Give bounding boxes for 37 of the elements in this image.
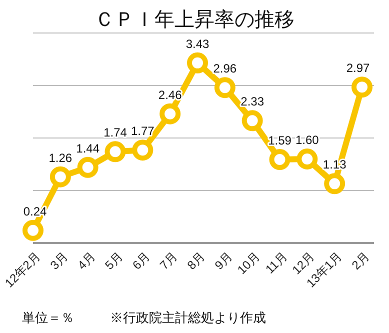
x-tick-label: 9月: [212, 249, 236, 272]
x-tick-label: 3月: [47, 249, 71, 272]
point: [104, 141, 126, 162]
point: [269, 149, 290, 170]
point: [22, 220, 44, 241]
data-label: 2.33: [240, 94, 264, 109]
point: [187, 52, 208, 74]
x-tick-label: 8月: [184, 249, 208, 272]
data-label: 1.26: [48, 150, 72, 165]
point: [324, 173, 346, 194]
data-label: 1.60: [295, 133, 320, 147]
x-tick-label: 5月: [102, 249, 126, 272]
data-label: 1.44: [76, 141, 100, 156]
x-tick-label: 6月: [130, 249, 153, 272]
x-tick-label: 11月: [262, 249, 290, 276]
point: [242, 110, 263, 132]
data-label: 2.97: [346, 61, 370, 76]
text: 単位＝％: [22, 310, 74, 325]
x-tick-label: 4月: [74, 249, 98, 272]
data-label: 1.77: [130, 124, 155, 138]
x-tick-label: 12年2月: [2, 249, 44, 290]
x-tick-label: 2月: [349, 249, 372, 272]
point: [214, 77, 236, 98]
point: [77, 156, 98, 178]
point: [50, 166, 71, 188]
data-label: 1.59: [268, 134, 292, 148]
x-tick-label: 7月: [157, 249, 180, 272]
text: ※行政院主計総処より作成: [110, 310, 266, 325]
point: [296, 148, 318, 170]
point: [352, 76, 372, 98]
data-label: 1.74: [104, 126, 128, 140]
point: [132, 140, 154, 161]
data-label: 3.43: [186, 36, 210, 51]
point: [160, 103, 181, 124]
data-label: 2.96: [213, 62, 237, 76]
chart-title: ＣＰＩ年上昇率の推移: [94, 9, 294, 31]
x-tick-label: 10月: [234, 249, 262, 278]
